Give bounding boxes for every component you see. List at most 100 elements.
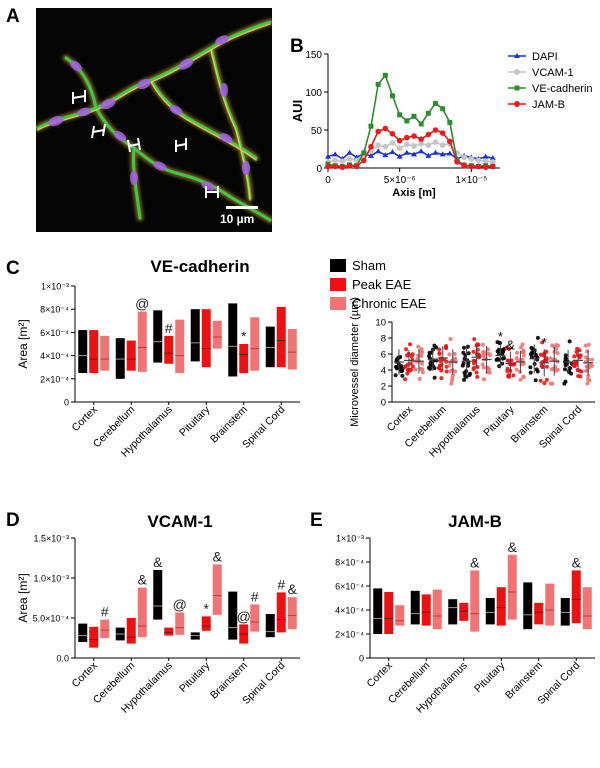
series-line-vcam-1 (327, 141, 493, 163)
scatter-point (471, 358, 476, 363)
scatter-point (420, 350, 425, 355)
scatter-point (437, 365, 442, 370)
y-axis-label: Area [m²] (16, 319, 30, 368)
scatter-point (448, 337, 453, 342)
scatter-point (575, 346, 580, 351)
scatter-point (578, 374, 583, 379)
scatter-point (405, 362, 410, 367)
scatter-point (487, 367, 492, 372)
scatter-point (476, 352, 481, 357)
data-point (346, 162, 353, 169)
significance-mark: @ (237, 608, 251, 624)
scatter-point (528, 370, 533, 375)
scatter-point (466, 363, 471, 368)
data-point (382, 143, 389, 150)
scatter-point (521, 375, 526, 380)
x-tick-label: Pituitary (177, 659, 213, 695)
scatter-point (495, 357, 500, 362)
x-tick-label: Cortex (365, 659, 396, 690)
y-tick-label: 6 (381, 350, 386, 361)
scatter-point (521, 348, 526, 353)
data-point (411, 133, 417, 139)
scatter-point (508, 362, 513, 367)
scatter-point (577, 368, 582, 373)
data-point (432, 149, 439, 155)
scatter-point (565, 360, 570, 365)
bar-chronic-eae (137, 587, 147, 638)
x-tick-label: Spinal Cord (535, 660, 582, 707)
scatter-point (442, 357, 447, 362)
scatter-point (535, 357, 540, 362)
panel-d-title: VCAM-1 (147, 512, 213, 531)
y-tick-label: 0 (381, 398, 386, 409)
scatter-point (413, 367, 418, 372)
significance-mark: * (204, 600, 210, 616)
scatter-point (574, 360, 579, 365)
scatter-point (461, 345, 466, 350)
scatter-point (467, 373, 472, 378)
x-tick-label: 0 (325, 175, 331, 186)
data-point (332, 157, 338, 164)
bar-sham (373, 588, 383, 634)
scatter-point (402, 364, 407, 369)
scatter-point (413, 367, 418, 372)
scatter-point (486, 347, 491, 352)
series-line-ve-cadherin (327, 73, 493, 168)
bar-sham (523, 582, 533, 630)
scatter-point (549, 367, 554, 372)
scatter-point (476, 355, 481, 360)
data-point (368, 152, 374, 158)
x-tick-label: Cortex (70, 659, 101, 690)
scatter-point (586, 342, 591, 347)
data-point (468, 163, 475, 170)
data-point (454, 157, 460, 163)
data-point (411, 151, 417, 157)
scatter-point (584, 355, 589, 360)
scatter-point (449, 358, 454, 363)
scatter-point (576, 374, 581, 379)
legend-label: DAPI (532, 51, 558, 63)
data-point (476, 163, 481, 169)
scatter-point (471, 349, 476, 354)
data-point (346, 156, 353, 162)
legend-swatch (330, 259, 346, 272)
scatter-point (535, 335, 540, 340)
scatter-point (465, 344, 470, 349)
y-tick-label: 1.5×10⁻³ (33, 534, 69, 544)
scatter-point (506, 374, 511, 379)
scatter-point (548, 381, 553, 386)
scatter-point (409, 354, 414, 359)
scatter-point (555, 359, 560, 364)
scatter-point (464, 369, 469, 374)
scatter-point (429, 350, 434, 355)
x-tick-label: 1×10⁻⁵ (455, 175, 487, 186)
scatter-point (563, 353, 568, 358)
scatter-point (530, 346, 535, 351)
scatter-point (460, 363, 465, 368)
data-point (461, 162, 467, 169)
scatter-point (564, 361, 569, 366)
scatter-point (437, 363, 442, 368)
scatter-point (555, 351, 560, 356)
data-point (375, 148, 382, 154)
x-tick-label: Cortex (70, 403, 101, 434)
scatter-point (520, 350, 525, 355)
scatter-point (563, 363, 568, 368)
scatter-point (521, 353, 526, 358)
scatter-point (505, 345, 510, 350)
y-tick-label: 5.0×10⁻⁴ (33, 614, 70, 624)
scatter-point (533, 352, 538, 357)
significance-mark: * (498, 329, 503, 344)
y-tick-label: 0 (359, 654, 364, 664)
scatter-point (589, 364, 594, 369)
scatter-point (554, 342, 559, 347)
scatter-point (562, 367, 567, 372)
scatter-point (505, 366, 510, 371)
scatter-point (528, 365, 533, 370)
scatter-point (544, 356, 549, 361)
data-point (482, 153, 489, 159)
significance-mark: & (213, 548, 223, 564)
scatter-point (481, 349, 486, 354)
scatter-point (483, 357, 488, 362)
scatter-point (437, 347, 442, 352)
